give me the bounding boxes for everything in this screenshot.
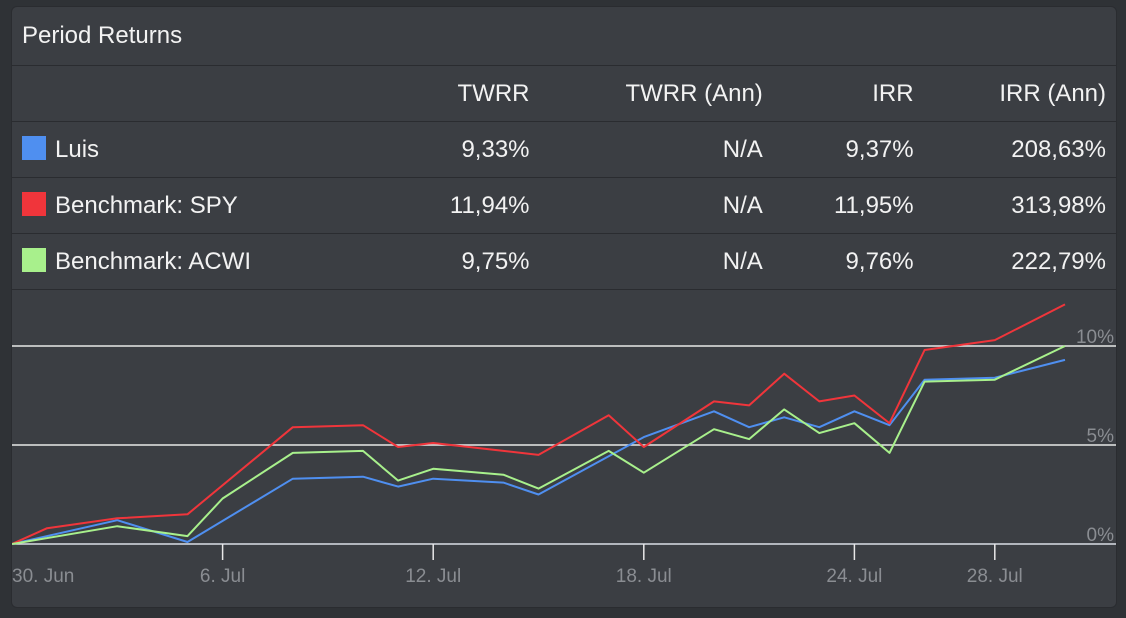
series-line-benchmark-acwi: [12, 345, 1066, 545]
x-tick-label: 12. Jul: [405, 566, 461, 587]
twrr-value: 9,33%: [398, 121, 530, 178]
table-row: Luis 9,33% N/A 9,37% 208,63%: [12, 121, 1116, 178]
twrr-ann-value: N/A: [529, 121, 763, 178]
column-header-name: [12, 66, 399, 122]
legend-swatch-spy[interactable]: [22, 191, 46, 216]
x-tick-label: 28. Jul: [967, 566, 1023, 587]
irr-ann-value: 208,63%: [913, 121, 1116, 178]
y-tick-label: 0%: [1087, 525, 1115, 546]
irr-ann-value: 313,98%: [913, 177, 1116, 234]
x-tick-label: 18. Jul: [616, 566, 672, 587]
twrr-ann-value: N/A: [529, 177, 763, 234]
y-tick-label: 5%: [1087, 426, 1115, 447]
series-line-luis: [12, 358, 1066, 545]
x-tick-label: 24. Jul: [826, 566, 882, 587]
irr-value: 11,95%: [762, 177, 914, 234]
series-line-benchmark-spy: [12, 303, 1066, 545]
period-returns-panel: Period Returns TWRR TWRR (Ann) IRR IRR (…: [11, 6, 1117, 608]
legend-swatch-acwi[interactable]: [22, 247, 46, 272]
row-name-cell: Luis: [12, 121, 399, 178]
table-row: Benchmark: ACWI 9,75% N/A 9,76% 222,79%: [12, 233, 1116, 290]
row-name: Luis: [55, 135, 100, 163]
column-header-twrr[interactable]: TWRR: [398, 66, 530, 122]
x-tick-label: 30. Jun: [12, 566, 74, 587]
column-header-twrr-ann[interactable]: TWRR (Ann): [529, 66, 763, 122]
returns-line-chart[interactable]: 0% 5% 10% 30. Jun 6. Jul 12. Jul 18. Jul 24. Ju…: [12, 290, 1116, 607]
x-tick-label: 6. Jul: [200, 566, 245, 587]
row-name-cell: Benchmark: SPY: [12, 177, 399, 234]
row-name: Benchmark: SPY: [55, 191, 238, 219]
column-header-irr-ann[interactable]: IRR (Ann): [913, 66, 1116, 122]
y-tick-label: 10%: [1076, 327, 1114, 348]
column-header-irr[interactable]: IRR: [762, 66, 914, 122]
panel-title: Period Returns: [12, 7, 1116, 66]
row-name-cell: Benchmark: ACWI: [12, 233, 399, 290]
twrr-value: 9,75%: [398, 233, 530, 290]
irr-value: 9,76%: [762, 233, 914, 290]
irr-ann-value: 222,79%: [913, 233, 1116, 290]
twrr-value: 11,94%: [398, 177, 530, 234]
row-name: Benchmark: ACWI: [55, 247, 252, 275]
returns-table: TWRR TWRR (Ann) IRR IRR (Ann) Luis 9,33%…: [12, 66, 1116, 290]
returns-chart-area[interactable]: 0% 5% 10% 30. Jun 6. Jul 12. Jul 18. Jul 24. Ju…: [12, 290, 1116, 607]
twrr-ann-value: N/A: [529, 233, 763, 290]
irr-value: 9,37%: [762, 121, 914, 178]
table-row: Benchmark: SPY 11,94% N/A 11,95% 313,98%: [12, 177, 1116, 234]
table-header-row: TWRR TWRR (Ann) IRR IRR (Ann): [12, 66, 1116, 122]
legend-swatch-luis[interactable]: [22, 135, 46, 160]
